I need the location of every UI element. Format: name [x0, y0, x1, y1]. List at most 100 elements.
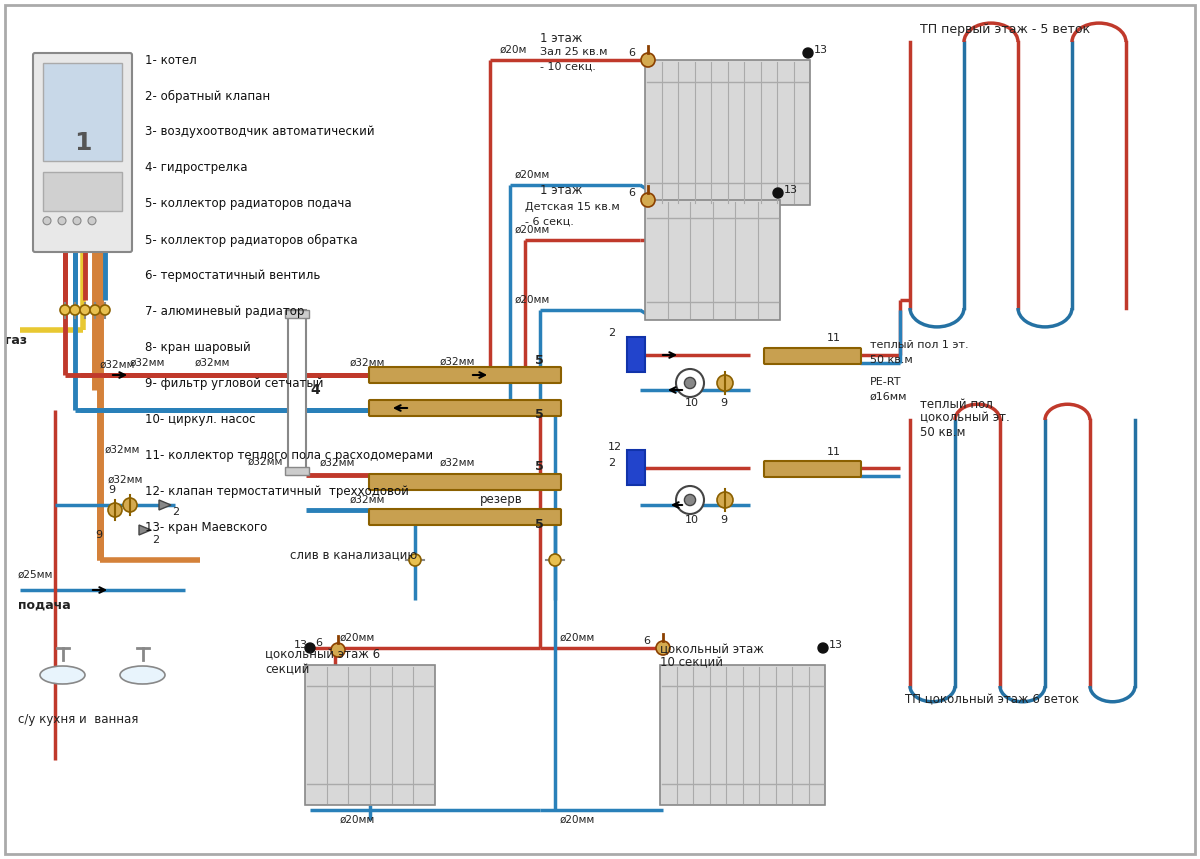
Text: 2: 2 — [172, 507, 179, 517]
Text: 50 кв.м: 50 кв.м — [870, 355, 913, 365]
Polygon shape — [139, 525, 151, 535]
Text: резерв: резерв — [480, 494, 523, 507]
Text: Зал 25 кв.м: Зал 25 кв.м — [540, 47, 607, 57]
Text: теплый пол: теплый пол — [920, 399, 992, 411]
Text: ø32мм: ø32мм — [320, 458, 355, 468]
Text: ø20мм: ø20мм — [560, 633, 595, 643]
Text: 3- воздухоотводчик автоматический: 3- воздухоотводчик автоматический — [145, 125, 374, 138]
Circle shape — [305, 643, 314, 653]
Polygon shape — [158, 500, 172, 510]
Text: 9: 9 — [95, 530, 102, 540]
Circle shape — [60, 305, 70, 315]
Text: 7- алюминевый радиатор: 7- алюминевый радиатор — [145, 306, 305, 319]
Text: PE-RT: PE-RT — [870, 377, 901, 387]
Text: ТП первый этаж - 5 веток: ТП первый этаж - 5 веток — [920, 23, 1090, 36]
Text: ø20мм: ø20мм — [515, 225, 551, 235]
Text: 4- гидрострелка: 4- гидрострелка — [145, 161, 247, 174]
Text: ø32мм: ø32мм — [350, 358, 385, 368]
Text: 6: 6 — [643, 636, 650, 646]
Text: 6: 6 — [628, 188, 635, 198]
Text: секций: секций — [265, 663, 310, 677]
Text: 2- обратный клапан: 2- обратный клапан — [145, 89, 270, 102]
Circle shape — [641, 193, 655, 207]
Text: ø32мм: ø32мм — [350, 495, 385, 505]
Text: ø20мм: ø20мм — [515, 295, 551, 305]
Circle shape — [718, 375, 733, 391]
Text: 9: 9 — [720, 398, 727, 408]
Text: газ: газ — [5, 333, 28, 346]
FancyBboxPatch shape — [764, 348, 862, 364]
Text: цокольный этаж: цокольный этаж — [660, 643, 764, 656]
Text: 13: 13 — [814, 45, 828, 55]
Text: 5: 5 — [535, 460, 544, 473]
Text: 10 секций: 10 секций — [660, 656, 722, 669]
Text: ø32мм: ø32мм — [440, 357, 475, 367]
Text: 5- коллектор радиаторов обратка: 5- коллектор радиаторов обратка — [145, 234, 358, 247]
Circle shape — [331, 643, 346, 657]
Text: подача: подача — [18, 599, 71, 612]
Circle shape — [803, 48, 814, 58]
FancyBboxPatch shape — [764, 461, 862, 477]
Circle shape — [90, 305, 100, 315]
Text: Детская 15 кв.м: Детская 15 кв.м — [526, 202, 619, 212]
Text: ø32мм: ø32мм — [100, 360, 136, 370]
Text: 10: 10 — [685, 398, 698, 408]
Text: 13- кран Маевского: 13- кран Маевского — [145, 521, 268, 534]
Text: 1 этаж: 1 этаж — [540, 32, 582, 45]
FancyBboxPatch shape — [370, 367, 562, 383]
Circle shape — [80, 305, 90, 315]
Text: 11: 11 — [827, 333, 841, 343]
Bar — [43, 63, 122, 161]
Ellipse shape — [40, 666, 85, 684]
Text: - 6 секц.: - 6 секц. — [526, 217, 574, 227]
Text: ø20мм: ø20мм — [340, 815, 376, 825]
Bar — [628, 337, 646, 372]
Bar — [646, 200, 780, 320]
Circle shape — [58, 216, 66, 225]
Text: 13: 13 — [784, 185, 798, 195]
FancyBboxPatch shape — [370, 509, 562, 525]
Circle shape — [108, 503, 122, 517]
Circle shape — [100, 305, 110, 315]
Circle shape — [73, 216, 82, 225]
Circle shape — [676, 369, 704, 397]
Text: 10: 10 — [685, 515, 698, 525]
Text: 9: 9 — [108, 485, 115, 495]
Text: 2: 2 — [152, 535, 160, 545]
Text: ø32мм: ø32мм — [130, 358, 166, 368]
Bar — [646, 60, 810, 205]
Text: цокольный эт.: цокольный эт. — [920, 411, 1009, 424]
Text: 6- термостатичный вентиль: 6- термостатичный вентиль — [145, 270, 320, 283]
Text: 6: 6 — [314, 638, 322, 648]
Bar — [628, 450, 646, 485]
Text: ø32мм: ø32мм — [194, 358, 230, 368]
Text: ø20м: ø20м — [500, 45, 527, 55]
Circle shape — [684, 495, 696, 506]
Text: с/у кухня и  ванная: с/у кухня и ванная — [18, 714, 138, 727]
Circle shape — [684, 377, 696, 388]
Text: ø20мм: ø20мм — [340, 633, 376, 643]
Text: 12- клапан термостатичный  трехходовой: 12- клапан термостатичный трехходовой — [145, 485, 409, 498]
Bar — [43, 172, 122, 211]
Text: ø32мм: ø32мм — [248, 457, 283, 467]
Circle shape — [676, 486, 704, 514]
Text: ø32мм: ø32мм — [440, 458, 475, 468]
Text: 2: 2 — [608, 458, 616, 468]
Circle shape — [409, 554, 421, 566]
FancyBboxPatch shape — [370, 400, 562, 416]
Circle shape — [718, 492, 733, 508]
Circle shape — [818, 643, 828, 653]
Ellipse shape — [120, 666, 166, 684]
Text: 9- фильтр угловой сетчатый: 9- фильтр угловой сетчатый — [145, 377, 324, 391]
Text: цокольный этаж 6: цокольный этаж 6 — [265, 649, 380, 661]
Text: ø20мм: ø20мм — [560, 815, 595, 825]
Text: ТП цокольный этаж 6 веток: ТП цокольный этаж 6 веток — [905, 693, 1079, 706]
Text: 1 этаж: 1 этаж — [540, 184, 582, 197]
Text: 5: 5 — [535, 517, 544, 531]
Text: 50 кв.м: 50 кв.м — [920, 425, 966, 438]
Text: ø16мм: ø16мм — [870, 392, 907, 402]
Text: 8- кран шаровый: 8- кран шаровый — [145, 342, 251, 355]
Text: 6: 6 — [628, 48, 635, 58]
FancyBboxPatch shape — [34, 53, 132, 252]
Text: 11- коллектор теплого пола с расходомерами: 11- коллектор теплого пола с расходомера… — [145, 449, 433, 462]
